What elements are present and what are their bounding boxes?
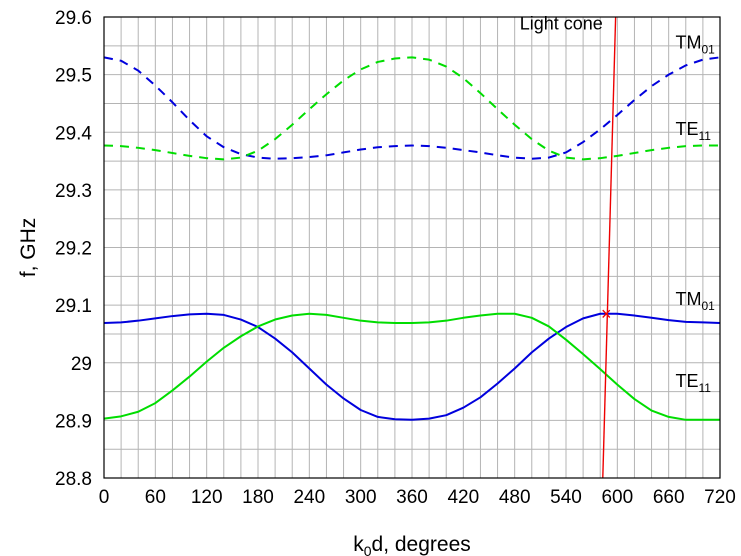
series-te11-dashed xyxy=(103,56,720,161)
y-tick-label: 29.3 xyxy=(55,181,92,202)
y-tick-label: 29.5 xyxy=(55,66,92,87)
y-tick-label: 28.9 xyxy=(55,411,92,432)
y-axis-label: f, GHz xyxy=(17,218,40,278)
x-tick-label: 720 xyxy=(704,487,736,508)
y-tick-label: 29.6 xyxy=(55,8,92,29)
annotation-label: Light cone xyxy=(520,14,603,34)
y-tick-label: 29 xyxy=(71,354,92,375)
x-tick-label: 660 xyxy=(653,487,685,508)
y-tick-label: 29.4 xyxy=(55,123,92,144)
x-tick-label: 120 xyxy=(191,487,223,508)
x-tick-label: 300 xyxy=(345,487,377,508)
intersection-marker: × xyxy=(601,304,612,324)
series-light-cone-solid xyxy=(602,16,617,479)
plot-frame xyxy=(103,16,721,479)
x-tick-label: 540 xyxy=(550,487,582,508)
annotation-label: TE11 xyxy=(676,119,712,143)
x-tick-label: 360 xyxy=(396,487,428,508)
y-tick-label: 28.8 xyxy=(55,469,92,490)
x-tick-labels: 0 60 120 180 240 300 360 420 480 540 600 660 720 xyxy=(99,487,736,508)
y-tick-labels: 28.8 28.9 29 29.1 29.2 29.3 29.4 29.5 29.6 xyxy=(55,8,92,490)
x-tick-label: 240 xyxy=(293,487,325,508)
x-tick-label: 60 xyxy=(145,487,166,508)
x-axis-label: k0d, degrees xyxy=(353,533,471,556)
x-tick-label: 600 xyxy=(601,487,633,508)
series-te11-solid xyxy=(103,312,720,421)
x-tick-label: 420 xyxy=(447,487,479,508)
x-tick-label: 0 xyxy=(99,487,110,508)
curves: × xyxy=(103,16,721,479)
series-tm01-dashed xyxy=(103,56,721,160)
y-tick-label: 29.2 xyxy=(55,239,92,260)
series-tm01-solid xyxy=(103,312,721,421)
x-tick-label: 180 xyxy=(242,487,274,508)
y-tick-label: 29.1 xyxy=(55,296,92,317)
x-tick-label: 480 xyxy=(499,487,531,508)
